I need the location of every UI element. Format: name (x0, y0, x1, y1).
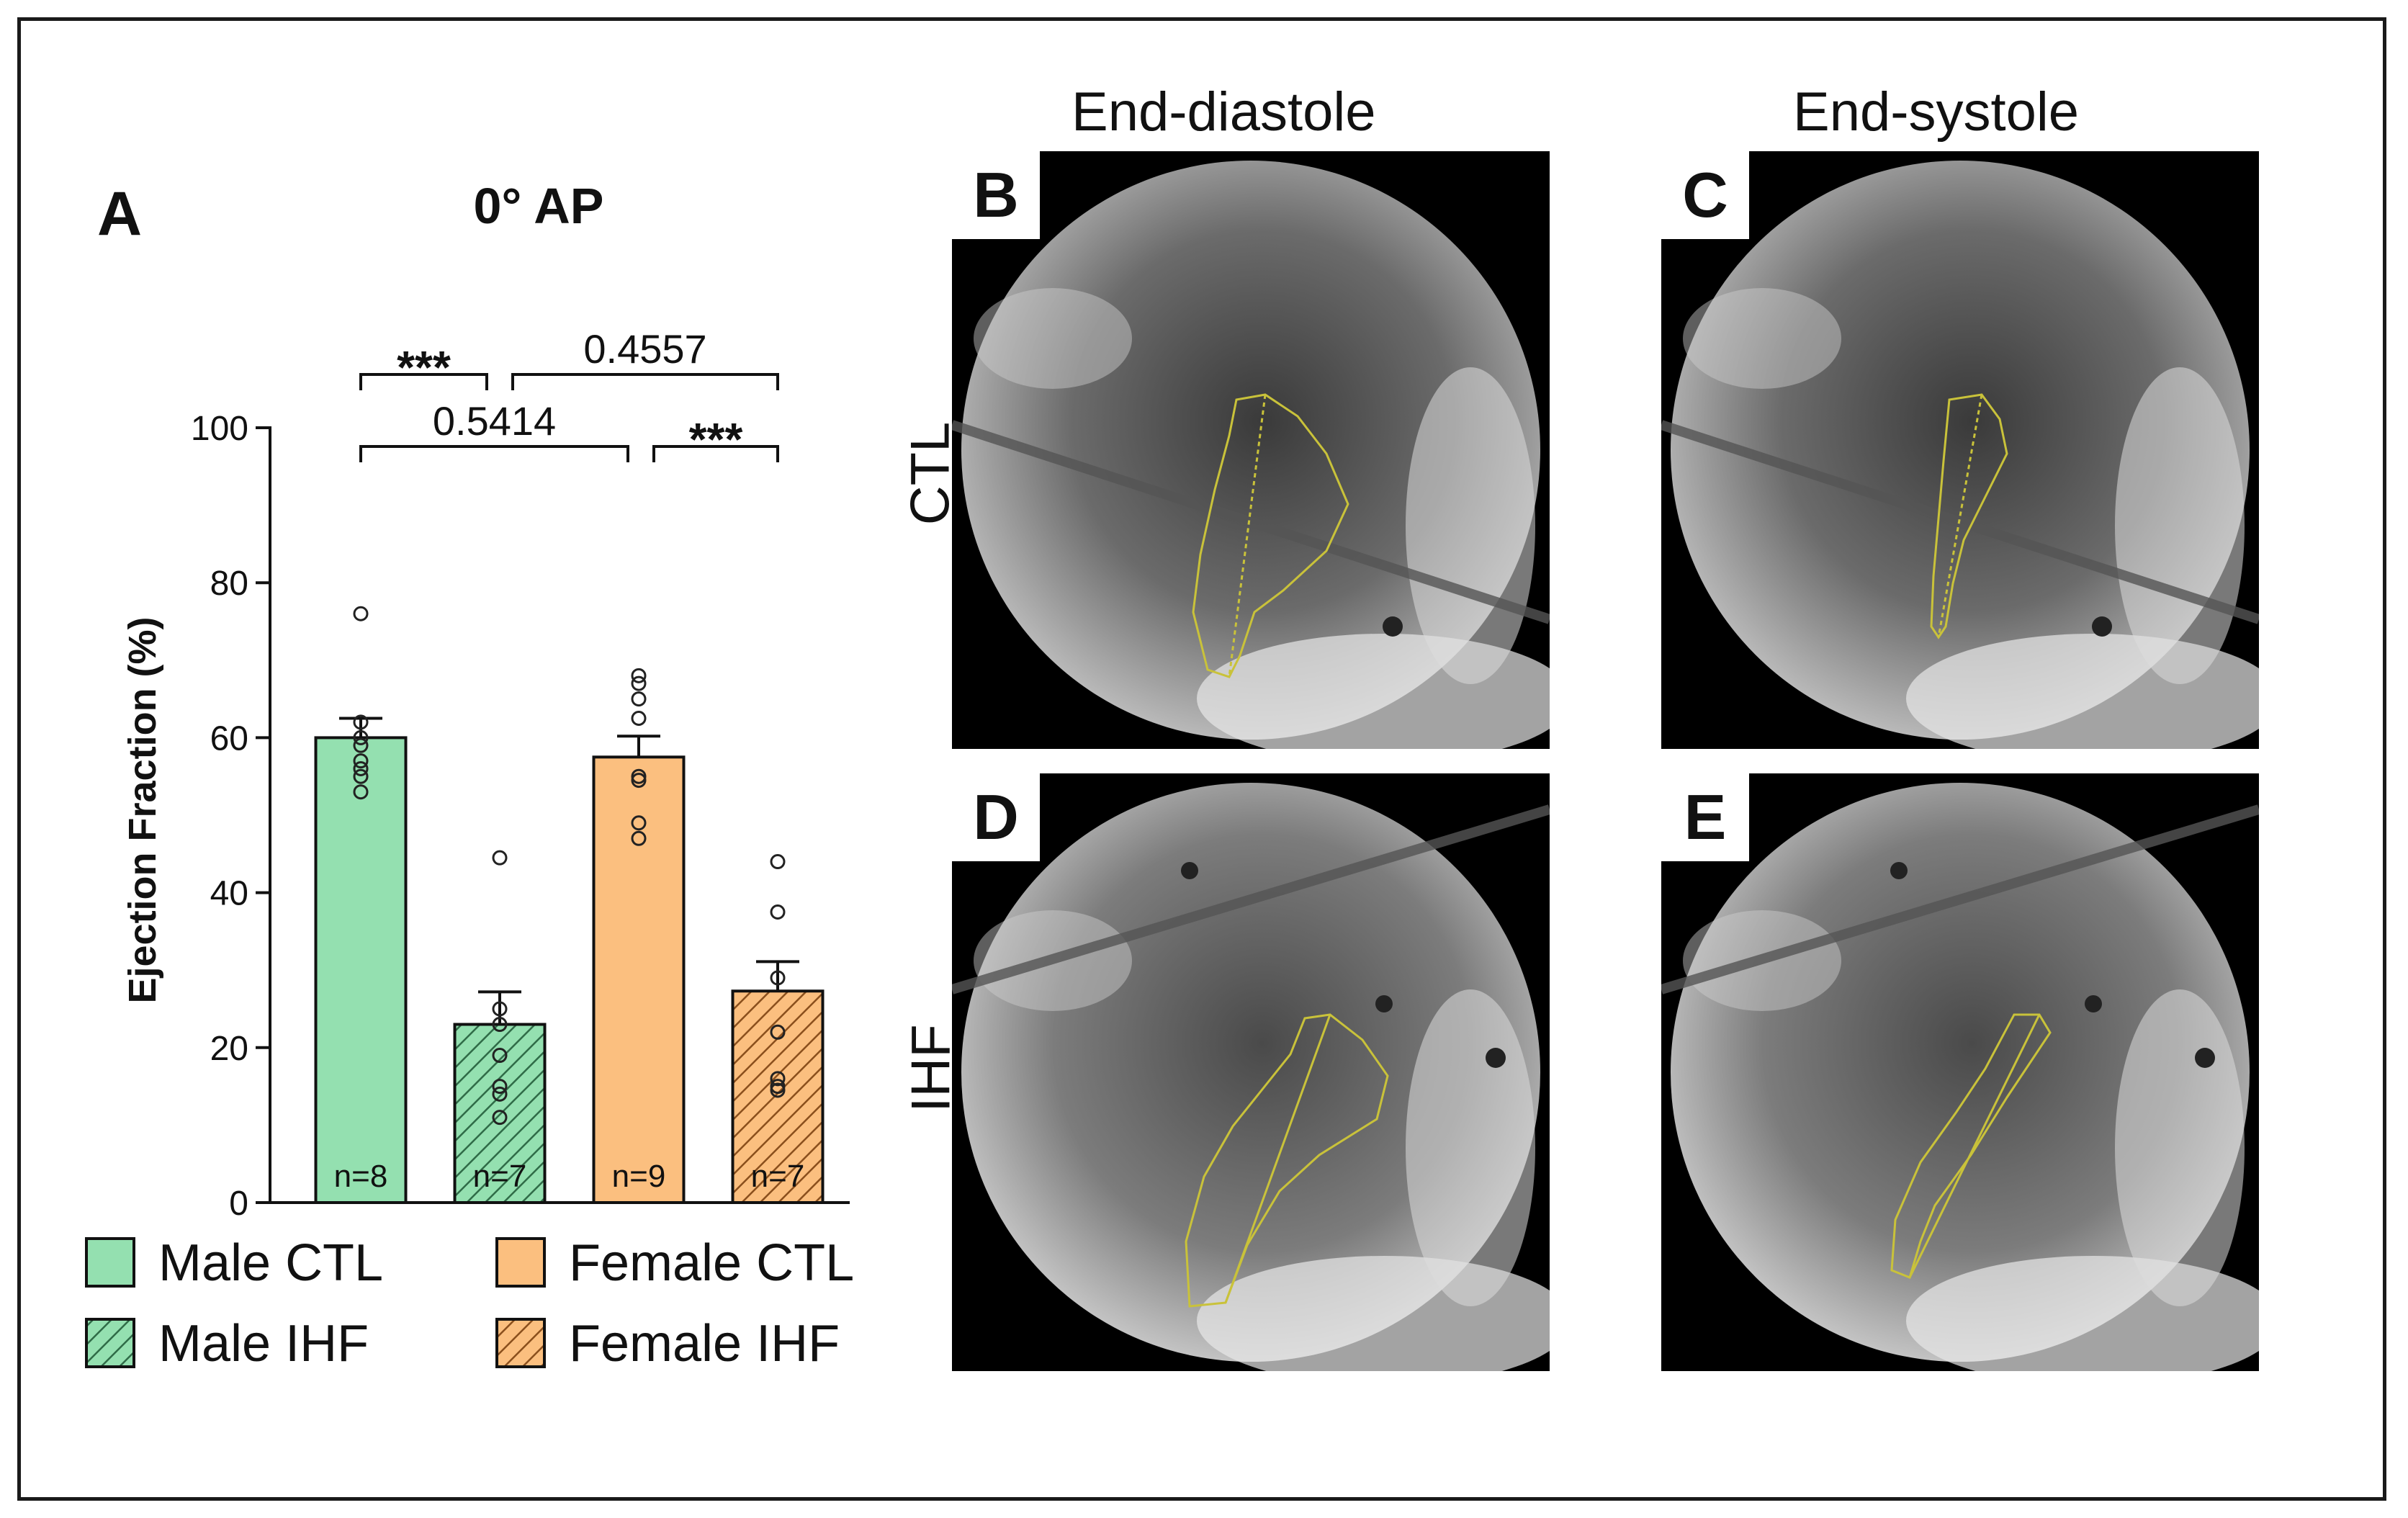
catheter (952, 420, 1550, 624)
data-point-0-4 (353, 753, 369, 769)
legend-label-0: Male CTL (158, 1234, 383, 1292)
y-axis-label: Ejection Fraction (%) (121, 616, 164, 1003)
xray-field (961, 783, 1540, 1362)
data-point-2-3 (631, 711, 647, 726)
data-point-3-0 (770, 854, 786, 870)
bar-0 (314, 736, 408, 1204)
comparison-label-0: *** (397, 341, 451, 393)
data-point-1-6 (492, 1110, 508, 1126)
panel-letter-b: B (952, 151, 1040, 239)
data-point-0-0 (353, 606, 369, 621)
comparison-bracket-3 (652, 445, 779, 462)
data-point-0-5 (353, 760, 369, 776)
marker (1383, 616, 1403, 637)
lv-contour (1185, 1013, 1389, 1308)
data-point-0-1 (353, 714, 369, 730)
bright-zone (1683, 288, 1841, 389)
catheter (952, 804, 1550, 994)
data-point-3-2 (770, 970, 786, 986)
data-point-0-7 (353, 784, 369, 800)
xray-field (1671, 783, 2250, 1362)
marker (1375, 995, 1393, 1012)
lv-contour (1890, 1013, 2052, 1280)
legend-swatch-1 (495, 1237, 546, 1288)
lv-long-axis (1937, 394, 1983, 638)
panel-letter-a: A (97, 179, 142, 248)
data-point-0-2 (353, 729, 369, 745)
data-point-0-3 (353, 737, 369, 753)
legend-label-2: Male IHF (158, 1315, 369, 1373)
legend-swatch-0 (85, 1237, 135, 1288)
marker (1181, 862, 1198, 879)
angiogram-panel-e: E (1661, 773, 2259, 1371)
y-tick-label-2: 40 (210, 875, 248, 913)
bar-2 (592, 755, 686, 1205)
legend-label-3: Female IHF (569, 1315, 840, 1373)
lv-long-axis (1908, 1014, 2041, 1278)
bar-chart: A 0° AP Ejection Fraction (%) n=8 n=7 n=9 n… (85, 178, 854, 1373)
bright-zone (2115, 367, 2245, 684)
column-header-end-diastole: End-diastole (1072, 81, 1376, 143)
lv-contour (1192, 393, 1349, 678)
n-label-3: n=7 (751, 1159, 805, 1194)
column-header-end-systole: End-systole (1793, 81, 2080, 143)
y-tick-label-1: 20 (210, 1030, 248, 1068)
data-point-1-1 (492, 1001, 508, 1017)
data-point-1-4 (492, 1079, 508, 1095)
y-tick-label-4: 80 (210, 565, 248, 603)
xray-field (1671, 161, 2250, 740)
angiogram-panel-c: C (1661, 151, 2259, 749)
figure-frame (17, 17, 2386, 1501)
comparison-label-1: 0.4557 (583, 326, 706, 372)
angiogram-panel-d: D (952, 773, 1550, 1371)
data-point-0-6 (353, 768, 369, 784)
bright-zone (974, 288, 1132, 389)
comparison-bracket-1 (511, 373, 779, 390)
data-point-3-4 (770, 1071, 786, 1087)
y-tick-label-0: 0 (229, 1185, 248, 1223)
data-point-1-0 (492, 850, 508, 866)
n-label-2: n=9 (612, 1159, 666, 1194)
data-point-2-0 (631, 668, 647, 683)
legend-swatch-3 (495, 1318, 546, 1368)
y-tick-label-3: 60 (210, 719, 248, 758)
marker (2195, 1048, 2215, 1068)
comparison-bracket-2 (359, 445, 629, 462)
y-tick-label-5: 100 (191, 410, 248, 448)
data-point-1-5 (492, 1086, 508, 1102)
catheter (1661, 804, 2259, 994)
data-point-1-3 (492, 1048, 508, 1064)
panel-letter-d: D (952, 773, 1040, 861)
marker (1890, 862, 1908, 879)
data-point-3-3 (770, 1024, 786, 1040)
data-point-1-2 (492, 1017, 508, 1033)
xray-field (961, 161, 1540, 740)
panel-letter-c: C (1661, 151, 1749, 239)
n-label-1: n=7 (473, 1159, 527, 1194)
panel-letter-e: E (1661, 773, 1749, 861)
comparison-bracket-0 (359, 373, 488, 390)
data-point-3-6 (770, 1082, 786, 1098)
n-label-0: n=8 (334, 1159, 388, 1194)
angiogram-panel-b: B (952, 151, 1550, 749)
chart-title: 0° AP (473, 178, 603, 234)
data-point-2-1 (631, 675, 647, 691)
data-point-3-1 (770, 904, 786, 920)
data-point-2-2 (631, 691, 647, 707)
data-point-2-5 (631, 773, 647, 789)
bright-zone (2115, 989, 2245, 1306)
comparison-label-2: 0.5414 (433, 398, 556, 444)
legend-swatch-2 (85, 1318, 135, 1368)
data-point-2-6 (631, 815, 647, 831)
legend-label-1: Female CTL (569, 1234, 854, 1292)
comparison-label-3: *** (689, 413, 743, 465)
bright-zone (1406, 367, 1535, 684)
bright-zone (1406, 989, 1535, 1306)
marker (2085, 995, 2102, 1012)
data-point-2-7 (631, 830, 647, 846)
lv-contour (1930, 393, 2008, 639)
marker (1486, 1048, 1506, 1068)
marker (2092, 616, 2112, 637)
